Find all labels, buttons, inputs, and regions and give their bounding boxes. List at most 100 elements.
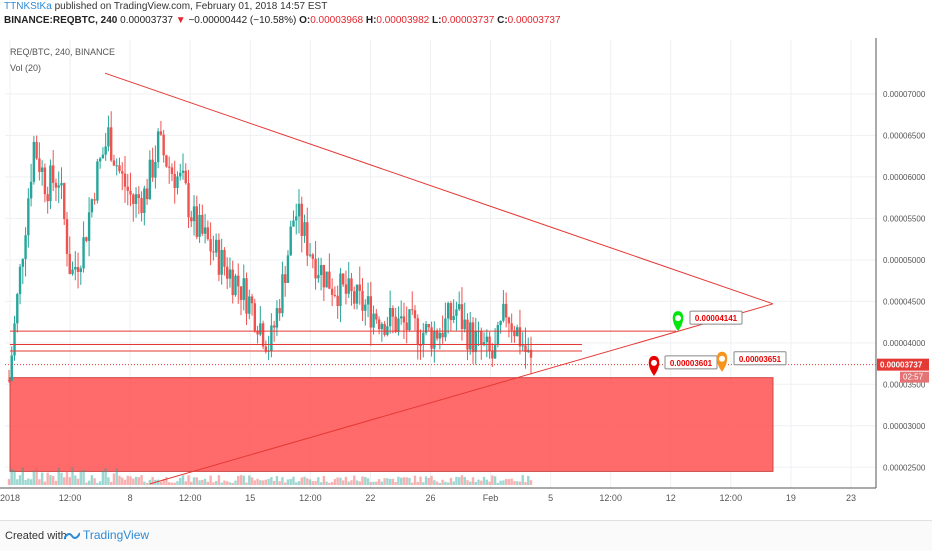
- volume-bar: [65, 471, 69, 485]
- volume-bar: [237, 476, 240, 485]
- publish-info: TTNKStKa published on TradingView.com, F…: [4, 1, 327, 12]
- candle-body: [292, 220, 295, 227]
- candle-body: [112, 160, 116, 166]
- x-tick-label: 5: [548, 493, 553, 503]
- candle-body: [29, 181, 33, 199]
- candle-body: [466, 319, 469, 350]
- candle-body: [430, 327, 433, 349]
- candle-body: [366, 296, 370, 305]
- volume-bar: [112, 473, 116, 485]
- candle-body: [7, 380, 11, 382]
- candle-body: [123, 173, 127, 187]
- legend-symbol: REQ/BTC, 240, BINANCE: [10, 47, 115, 57]
- volume-bar: [239, 475, 243, 485]
- candle-body: [65, 219, 69, 254]
- candle-body: [134, 194, 138, 205]
- volume-bar: [253, 480, 257, 485]
- volume-bar: [463, 476, 466, 485]
- candle-body: [38, 158, 41, 172]
- candle-body: [109, 127, 113, 161]
- volume-bar: [474, 481, 477, 485]
- volume-bar: [394, 482, 397, 485]
- y-tick-label: 0.00005500: [883, 214, 926, 223]
- candle-body: [21, 259, 25, 267]
- candle-body: [148, 159, 152, 200]
- volume-bar: [303, 476, 306, 485]
- candle-body: [203, 227, 207, 234]
- candle-body: [201, 214, 204, 234]
- candle-body: [43, 167, 47, 195]
- orange-marker-pin-icon: [716, 351, 728, 372]
- candle-body: [256, 330, 259, 335]
- volume-bar: [460, 475, 464, 485]
- candle-body: [115, 165, 118, 167]
- candle-body: [173, 173, 176, 189]
- candle-body: [237, 275, 240, 287]
- volume-bar: [35, 468, 38, 485]
- candle-body: [283, 274, 287, 283]
- candle-body: [289, 226, 292, 256]
- candle-body: [518, 327, 522, 347]
- candle-body: [319, 265, 323, 276]
- volume-bar: [369, 482, 373, 485]
- volume-bar: [311, 481, 315, 485]
- y-tick-label: 0.00002500: [883, 463, 926, 472]
- volume-bar: [79, 471, 83, 485]
- candle-body: [471, 322, 475, 353]
- price-chart[interactable]: 0.00004141 0.00003601 0.00003651 0.00007000…: [0, 38, 932, 520]
- open-value: 0.00003968: [310, 15, 364, 26]
- candle-body: [198, 214, 201, 237]
- y-tick-label: 0.00004000: [883, 339, 926, 348]
- candle-body: [529, 349, 533, 358]
- volume-bar: [13, 470, 16, 485]
- candle-body: [353, 291, 356, 304]
- candle-body: [129, 190, 132, 195]
- volume-bar: [416, 481, 419, 485]
- volume-bar: [220, 482, 223, 485]
- author-link[interactable]: TTNKStKa: [4, 1, 52, 12]
- y-tick-label: 0.00006500: [883, 131, 926, 140]
- volume-bar: [217, 475, 221, 485]
- volume-bar: [198, 480, 201, 485]
- volume-bar: [159, 481, 163, 485]
- volume-bar: [328, 482, 331, 485]
- candle-body: [49, 165, 52, 202]
- candle-body: [162, 134, 165, 156]
- candle-body: [427, 323, 431, 328]
- candle-body: [10, 355, 13, 381]
- candle-body: [460, 304, 464, 330]
- candle-body: [107, 127, 110, 147]
- volume-bar: [121, 477, 124, 485]
- candle-body: [159, 131, 163, 135]
- candle-body: [27, 198, 30, 236]
- candle-body: [333, 294, 337, 296]
- candle-body: [469, 322, 472, 350]
- pin-hole: [719, 355, 725, 362]
- candle-body: [300, 203, 303, 236]
- volume-bar: [419, 476, 422, 485]
- volume-bar: [264, 479, 268, 485]
- candle-body: [143, 188, 146, 213]
- candle-body: [341, 273, 345, 285]
- volume-bar: [361, 476, 364, 485]
- volume-bar: [289, 479, 292, 485]
- volume-bar: [148, 479, 152, 485]
- volume-bar: [295, 482, 298, 485]
- candle-body: [435, 330, 439, 339]
- volume-bar: [364, 476, 367, 485]
- candle-body: [308, 254, 312, 256]
- tradingview-link[interactable]: TradingView: [64, 528, 149, 542]
- candle-body: [383, 323, 386, 335]
- volume-bar: [165, 477, 168, 485]
- volume-bars: [7, 467, 533, 485]
- candle-body: [394, 316, 397, 332]
- volume-bar: [510, 478, 513, 485]
- volume-bar: [383, 478, 386, 485]
- candle-body: [156, 131, 160, 163]
- volume-bar: [330, 482, 334, 485]
- candle-body: [278, 308, 281, 314]
- volume-bar: [134, 476, 138, 485]
- red-marker-pin-icon: [648, 355, 660, 376]
- x-tick-label: 19: [786, 493, 796, 503]
- volume-bar: [515, 481, 519, 485]
